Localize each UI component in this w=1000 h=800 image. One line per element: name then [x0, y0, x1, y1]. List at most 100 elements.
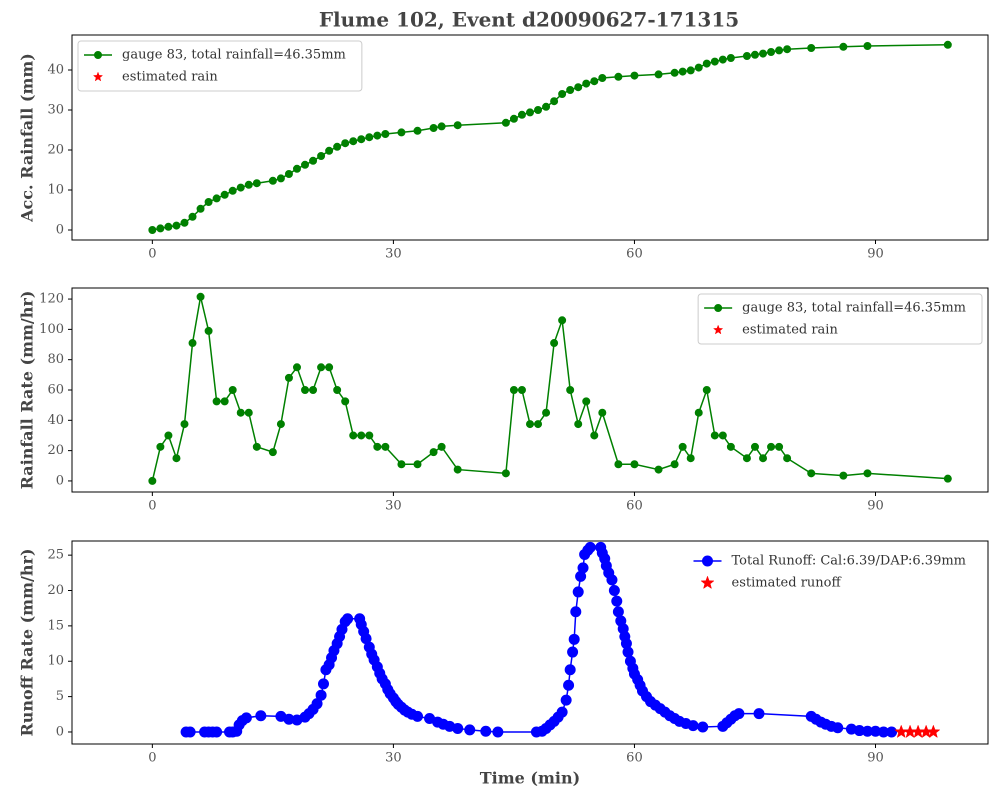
data-point — [517, 110, 526, 119]
data-point — [349, 137, 358, 146]
x-tick-label: 60 — [626, 247, 643, 262]
data-point — [767, 48, 776, 56]
data-point — [654, 465, 663, 474]
data-point — [381, 130, 390, 138]
data-point — [509, 386, 518, 394]
data-point — [753, 708, 765, 720]
data-point — [412, 710, 424, 722]
x-tick-label: 90 — [867, 247, 884, 262]
data-point — [630, 460, 639, 469]
data-point — [832, 722, 844, 734]
data-point — [630, 71, 639, 80]
data-point — [204, 326, 213, 335]
data-point — [697, 721, 709, 733]
data-point — [726, 442, 735, 451]
data-point — [558, 90, 567, 98]
data-point — [863, 42, 872, 50]
data-point — [236, 408, 245, 417]
y-axis-label: Acc. Rainfall (mm) — [18, 53, 37, 223]
data-point — [397, 460, 406, 469]
y-tick-label: 0 — [56, 473, 64, 488]
data-point — [759, 454, 768, 463]
x-axis-label: Time (min) — [480, 769, 580, 788]
data-point — [574, 83, 583, 92]
data-point — [220, 397, 229, 406]
data-point — [309, 386, 318, 394]
data-point — [148, 476, 157, 485]
data-point — [550, 97, 559, 106]
data-point — [614, 460, 623, 469]
data-point — [292, 164, 301, 173]
data-point — [501, 469, 510, 478]
legend-frame — [77, 40, 363, 92]
data-point — [783, 45, 792, 54]
data-point — [775, 46, 784, 55]
data-point — [733, 708, 745, 720]
data-point — [220, 190, 229, 199]
data-point — [742, 52, 751, 60]
data-point — [702, 59, 711, 68]
legend-label: estimated rain — [122, 70, 218, 85]
data-point — [268, 176, 277, 185]
data-point — [164, 431, 173, 440]
y-tick-label: 0 — [56, 724, 64, 739]
y-tick-label: 20 — [47, 583, 64, 598]
data-point — [397, 128, 406, 137]
data-point — [204, 198, 213, 206]
legend-marker — [702, 555, 713, 567]
data-point — [301, 386, 310, 394]
y-tick-label: 5 — [56, 689, 64, 704]
data-point — [429, 124, 438, 132]
y-tick-label: 30 — [47, 103, 64, 118]
data-point — [252, 442, 261, 451]
data-point — [325, 363, 334, 372]
data-point — [228, 386, 237, 394]
data-point — [611, 595, 623, 607]
x-tick-label: 0 — [148, 247, 156, 262]
y-tick-label: 40 — [47, 413, 64, 428]
data-point — [268, 448, 277, 457]
legend-label: Total Runoff: Cal:6.39/DAP:6.39mm — [732, 554, 967, 569]
data-point — [333, 142, 342, 151]
data-point — [244, 180, 253, 189]
y-tick-label: 40 — [47, 63, 64, 78]
data-point — [654, 70, 663, 79]
data-point — [325, 146, 334, 155]
data-point — [501, 118, 510, 127]
data-point — [612, 606, 624, 618]
data-point — [694, 408, 703, 417]
x-tick-label: 60 — [626, 751, 643, 766]
data-point — [726, 54, 735, 62]
data-point — [718, 431, 727, 440]
data-point — [564, 664, 576, 676]
data-point — [560, 694, 572, 706]
data-point — [492, 726, 504, 738]
data-point — [767, 442, 776, 451]
data-point — [172, 221, 181, 230]
data-point — [542, 102, 551, 111]
data-point — [943, 474, 952, 483]
legend-marker — [92, 71, 104, 82]
chart-title: Flume 102, Event d20090627-171315 — [319, 8, 739, 32]
legend-marker — [94, 51, 102, 59]
data-point — [452, 722, 464, 734]
data-point — [244, 408, 253, 417]
data-point — [574, 420, 583, 429]
legend-label: estimated runoff — [732, 576, 843, 591]
data-point — [341, 397, 350, 406]
data-point — [694, 63, 703, 72]
data-point — [365, 133, 374, 142]
data-point — [670, 460, 679, 469]
y-tick-label: 10 — [47, 183, 64, 198]
data-point — [678, 442, 687, 451]
data-point — [775, 442, 784, 451]
data-point — [710, 431, 719, 440]
data-point — [577, 562, 589, 574]
data-point — [228, 186, 237, 195]
data-point — [750, 442, 759, 451]
data-point — [567, 646, 579, 658]
data-point — [582, 79, 591, 88]
x-tick-label: 90 — [867, 751, 884, 766]
data-point — [542, 408, 551, 417]
